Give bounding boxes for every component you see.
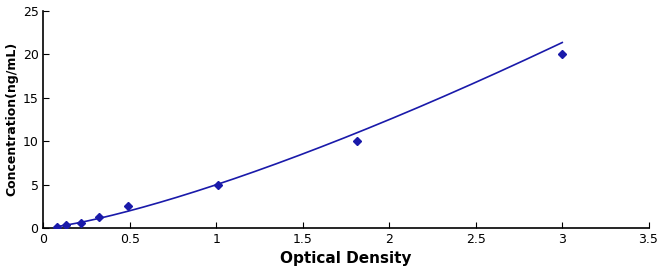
X-axis label: Optical Density: Optical Density [280, 251, 412, 267]
Y-axis label: Concentration(ng/mL): Concentration(ng/mL) [5, 42, 19, 196]
